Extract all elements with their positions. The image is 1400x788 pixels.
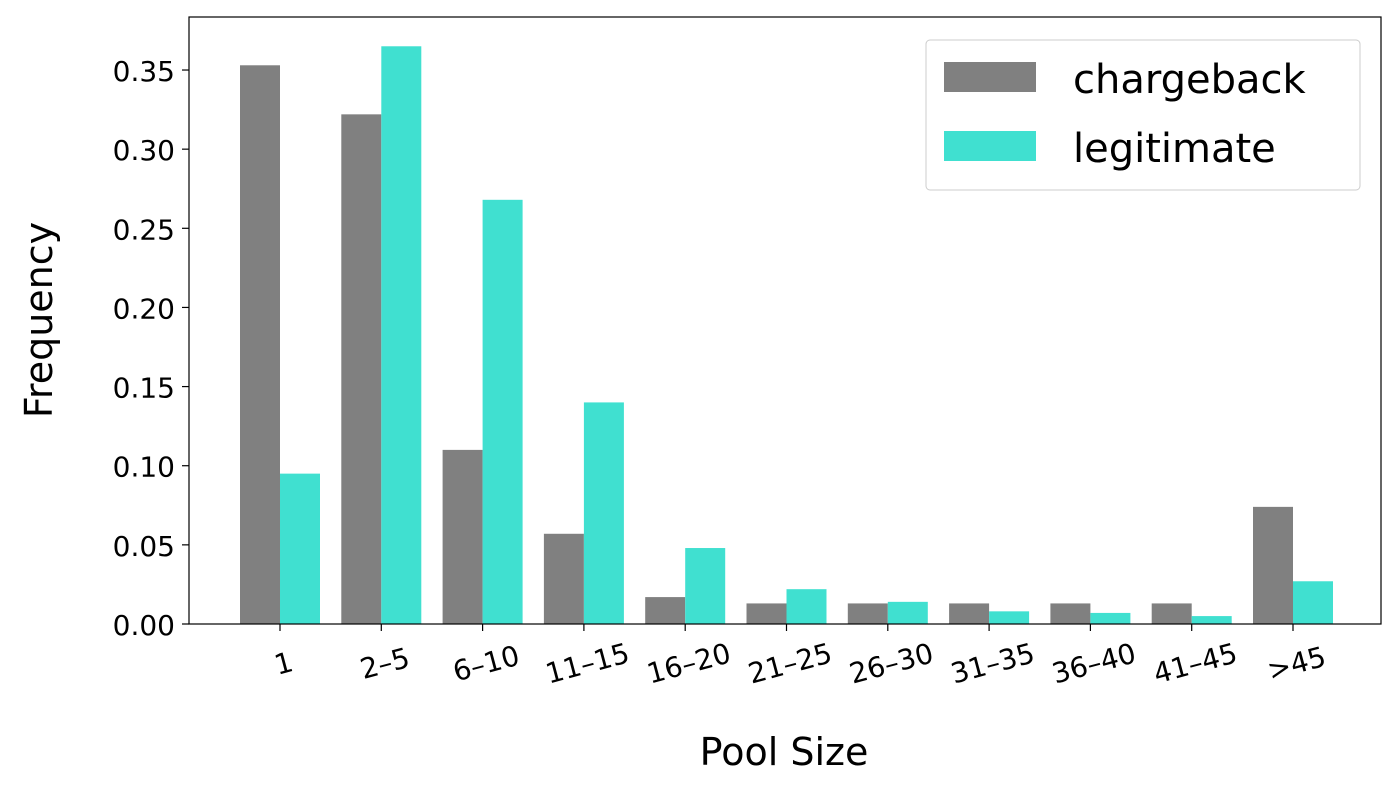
bar-legitimate-9 — [1191, 616, 1232, 624]
bar-legitimate-10 — [1293, 581, 1333, 624]
y-tick-label: 0.10 — [113, 451, 175, 484]
y-tick-label: 0.00 — [113, 609, 175, 642]
x-tick-label: 6–10 — [449, 639, 523, 688]
y-tick-label: 0.15 — [113, 372, 175, 405]
bar-chargeback-5 — [746, 603, 787, 624]
bar-chargeback-10 — [1253, 506, 1293, 624]
y-tick-label: 0.25 — [113, 213, 175, 246]
bar-legitimate-3 — [583, 402, 624, 624]
y-axis: 0.00 0.05 0.10 0.15 0.20 0.25 0.30 0.35 — [113, 55, 189, 642]
bar-legitimate-7 — [989, 611, 1030, 624]
bar-chargeback-3 — [543, 533, 584, 624]
x-axis-title: Pool Size — [700, 730, 869, 774]
plot-frame — [188, 16, 1382, 625]
bar-legitimate-1 — [381, 46, 422, 624]
x-tick-label: 2–5 — [357, 641, 413, 686]
bar-chargeback-1 — [341, 114, 382, 624]
legend: chargeback legitimate — [925, 39, 1361, 191]
x-tick-label: 21–25 — [745, 637, 836, 691]
bar-legitimate-2 — [482, 199, 523, 624]
x-tick-label: 26–30 — [846, 637, 937, 691]
bar-legitimate-6 — [887, 601, 928, 624]
x-tick-label: 41–45 — [1150, 637, 1241, 691]
bar-legitimate-0 — [280, 473, 320, 624]
bar-legitimate-8 — [1090, 612, 1131, 624]
x-tick-label: >45 — [1264, 640, 1330, 687]
x-tick-label: 11–15 — [542, 637, 633, 691]
x-tick-label: 31–35 — [947, 637, 1038, 691]
y-tick-label: 0.35 — [113, 55, 175, 88]
y-tick-label: 0.30 — [113, 134, 175, 167]
x-tick-label: 36–40 — [1049, 637, 1140, 691]
bar-legitimate-4 — [685, 548, 726, 624]
bar-chargeback-6 — [847, 603, 888, 624]
y-tick-label: 0.05 — [113, 530, 175, 563]
legend-label-chargeback: chargeback — [1073, 57, 1306, 103]
x-tick-label: 1 — [271, 645, 297, 681]
bar-chargeback-4 — [645, 597, 686, 624]
bar-legitimate-5 — [786, 589, 827, 624]
legend-swatch-chargeback — [944, 62, 1036, 92]
x-tick-label: 16–20 — [643, 637, 734, 691]
bar-chargeback-9 — [1151, 603, 1192, 624]
legend-label-legitimate: legitimate — [1073, 126, 1276, 172]
bar-chargeback-8 — [1050, 603, 1091, 624]
bar-chargeback-2 — [442, 449, 483, 624]
y-tick-label: 0.20 — [113, 292, 175, 325]
x-axis: 1 2–5 6–10 11–15 16–20 21–25 26–30 31–35 36–40 41… — [271, 624, 1330, 691]
bar-chargeback-7 — [949, 603, 990, 624]
bar-chargeback-0 — [240, 65, 280, 624]
bars-layer — [240, 46, 1333, 624]
legend-swatch-legitimate — [944, 131, 1036, 161]
y-axis-title: Frequency — [17, 222, 61, 418]
